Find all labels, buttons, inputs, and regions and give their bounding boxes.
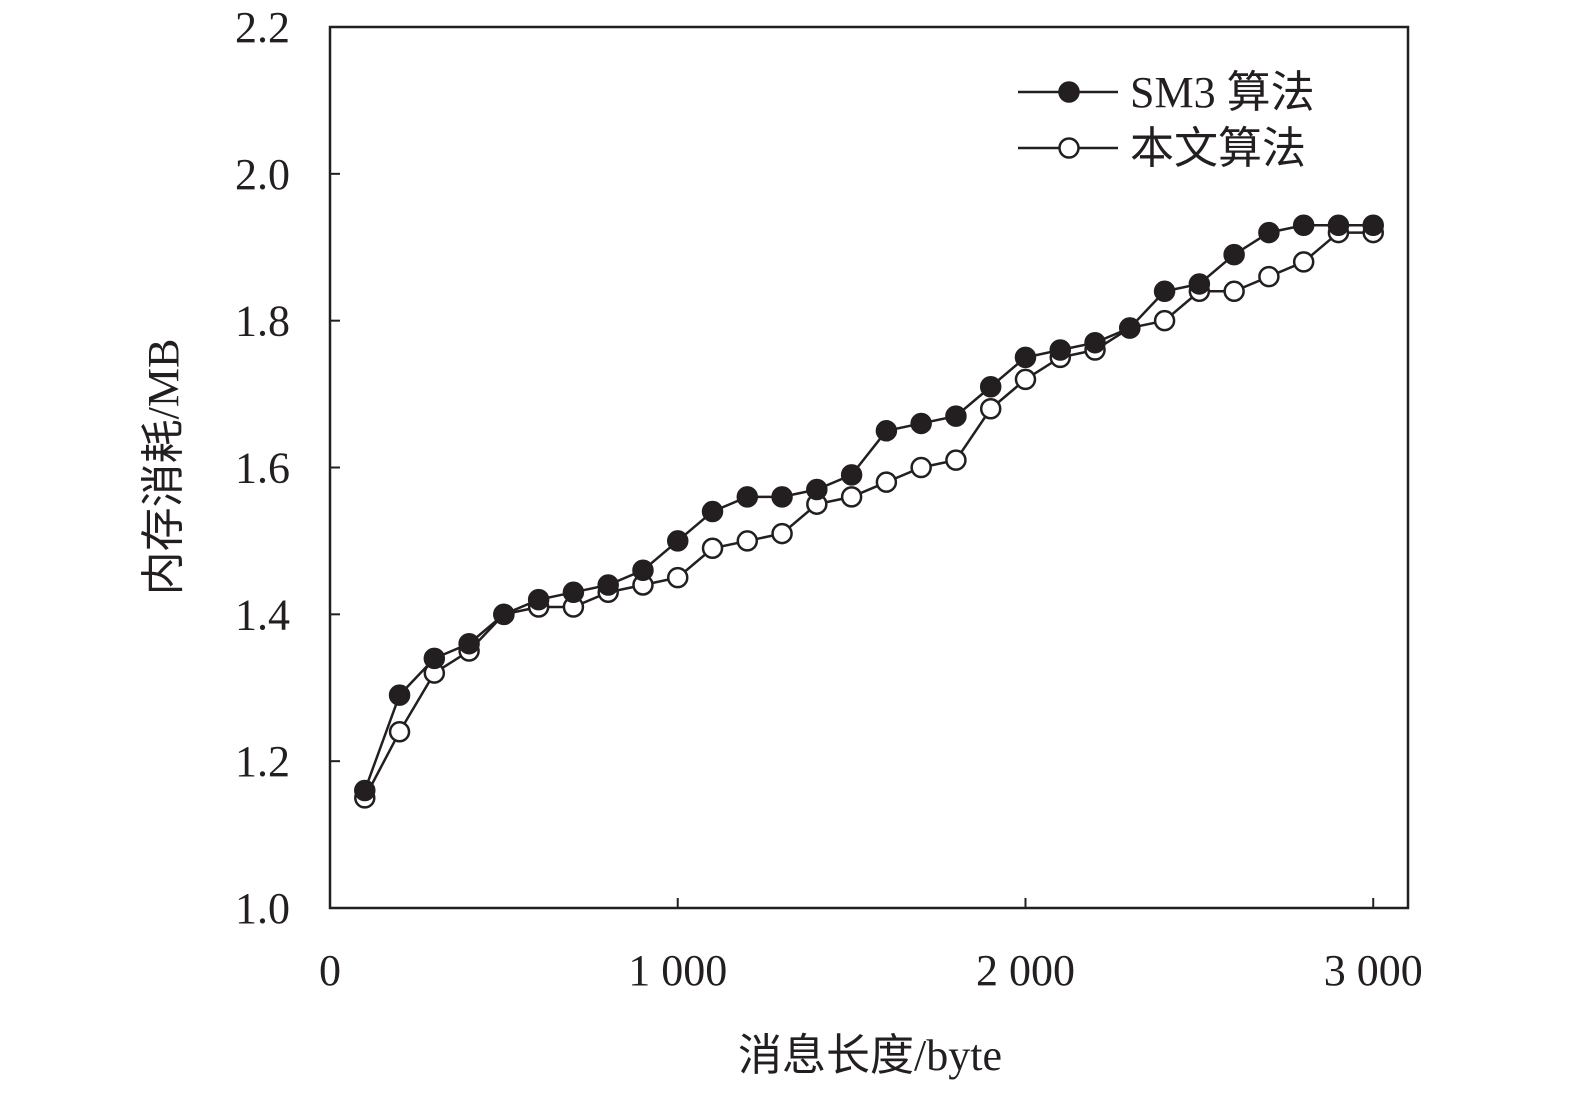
y-tick-label: 2.0 <box>235 150 290 199</box>
data-point-filled <box>458 632 480 655</box>
data-point-filled <box>1014 346 1037 369</box>
data-point-filled <box>388 684 411 706</box>
data-point-filled <box>910 412 932 435</box>
data-point-filled <box>979 375 1002 398</box>
data-point-filled <box>806 478 828 501</box>
data-point-filled <box>597 574 619 596</box>
data-point-filled <box>1049 339 1072 361</box>
data-point-filled <box>840 464 863 486</box>
data-point-open <box>1223 280 1245 303</box>
data-point-filled <box>1362 214 1384 236</box>
y-axis-label: 内存消耗/MB <box>139 339 188 596</box>
y-tick-label: 1.0 <box>235 884 290 933</box>
x-tick-label: 2 000 <box>976 946 1075 995</box>
x-axis-label: 消息长度/byte <box>738 1031 1002 1080</box>
y-tick-label: 1.8 <box>235 297 290 346</box>
data-point-filled <box>1084 331 1106 354</box>
data-point-filled <box>1223 243 1245 266</box>
legend-marker-filled <box>1058 81 1080 103</box>
legend-marker-open <box>1058 137 1080 159</box>
data-point-open <box>666 566 689 589</box>
y-tick-label: 1.6 <box>235 444 290 493</box>
data-point-open <box>875 471 898 493</box>
data-point-filled <box>736 486 759 508</box>
data-point-open <box>1153 309 1176 332</box>
data-point-open <box>388 721 411 743</box>
data-point-filled <box>1327 214 1350 236</box>
x-tick-label: 3 000 <box>1324 946 1423 995</box>
data-point-filled <box>493 603 515 626</box>
data-point-open <box>1292 251 1315 273</box>
data-point-open <box>1258 265 1280 288</box>
y-tick-label: 1.4 <box>235 590 290 639</box>
y-tick-label: 1.2 <box>235 737 290 786</box>
data-point-filled <box>632 559 654 582</box>
data-point-open <box>1014 368 1037 391</box>
x-tick-label: 0 <box>319 946 341 995</box>
y-tick-label: 2.2 <box>235 3 290 52</box>
data-point-open <box>979 398 1002 420</box>
data-point-filled <box>771 486 793 508</box>
data-point-filled <box>1258 221 1280 244</box>
series-line-1 <box>363 231 1374 799</box>
data-point-open <box>771 522 793 545</box>
data-point-filled <box>666 530 689 552</box>
data-point-filled <box>1153 280 1176 303</box>
data-point-filled <box>354 779 376 802</box>
data-point-filled <box>562 581 585 604</box>
data-point-open <box>736 530 759 552</box>
data-point-filled <box>875 420 898 442</box>
data-point-open <box>701 537 724 560</box>
data-point-filled <box>1188 273 1211 295</box>
data-point-open <box>910 456 932 479</box>
data-point-open <box>945 449 967 471</box>
data-point-filled <box>1292 214 1315 236</box>
data-point-filled <box>701 500 724 523</box>
series-line-0 <box>363 223 1374 791</box>
data-point-filled <box>527 588 550 611</box>
data-point-open <box>840 486 863 508</box>
data-point-filled <box>423 647 446 670</box>
data-point-filled <box>945 405 967 427</box>
data-point-filled <box>1119 317 1141 339</box>
legend-label: 本文算法 <box>1130 124 1306 173</box>
x-tick-label: 1 000 <box>628 946 727 995</box>
legend-label: SM3 算法 <box>1130 68 1315 117</box>
